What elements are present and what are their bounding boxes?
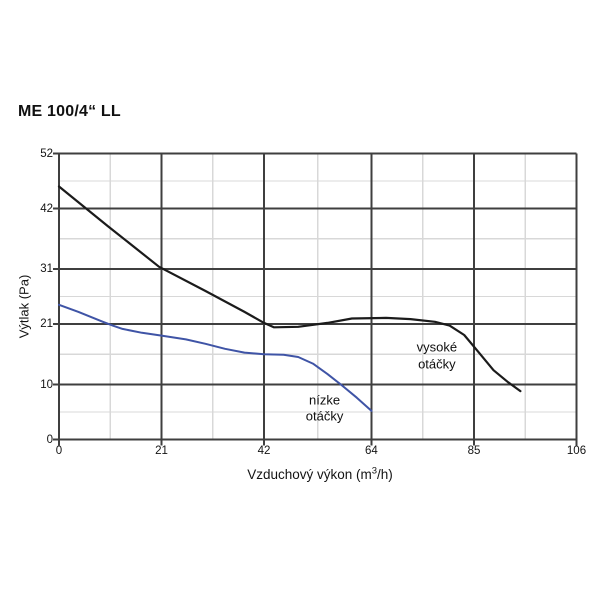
chart-title: ME 100/4“ LL <box>18 103 121 120</box>
curve-label: nízke otáčky <box>306 392 344 425</box>
x-axis-title: Vzduchový výkon (m3/h) <box>247 465 393 482</box>
x-tick-label: 0 <box>55 445 63 457</box>
y-tick-label: 52 <box>40 147 53 160</box>
series-line-1 <box>58 303 373 412</box>
x-tick-label: 106 <box>566 445 587 457</box>
x-tick-label: 21 <box>155 445 168 457</box>
x-axis-title-superscript: 3 <box>371 465 378 477</box>
curve-label-line: vysoké <box>416 339 458 355</box>
x-axis-title-pre: Vzduchový výkon (m <box>247 467 372 482</box>
y-tick-label: 31 <box>40 263 53 275</box>
curve-label-line: otáčky <box>305 408 344 424</box>
x-tick-label: 42 <box>257 445 271 457</box>
x-tick-label: 85 <box>467 445 481 457</box>
y-tick-label: 0 <box>46 433 53 446</box>
x-tick-label: 64 <box>365 445 378 457</box>
x-axis-title-post: /h) <box>377 467 393 482</box>
curve-label-line: otáčky <box>418 356 456 372</box>
y-tick-label: 10 <box>40 378 53 391</box>
y-tick-label: 42 <box>40 202 53 215</box>
series-line-0 <box>57 185 522 393</box>
y-tick-label: 21 <box>40 318 53 330</box>
curve-label-line: nízke <box>309 392 341 408</box>
curve-label: vysoké otáčky <box>417 340 457 373</box>
